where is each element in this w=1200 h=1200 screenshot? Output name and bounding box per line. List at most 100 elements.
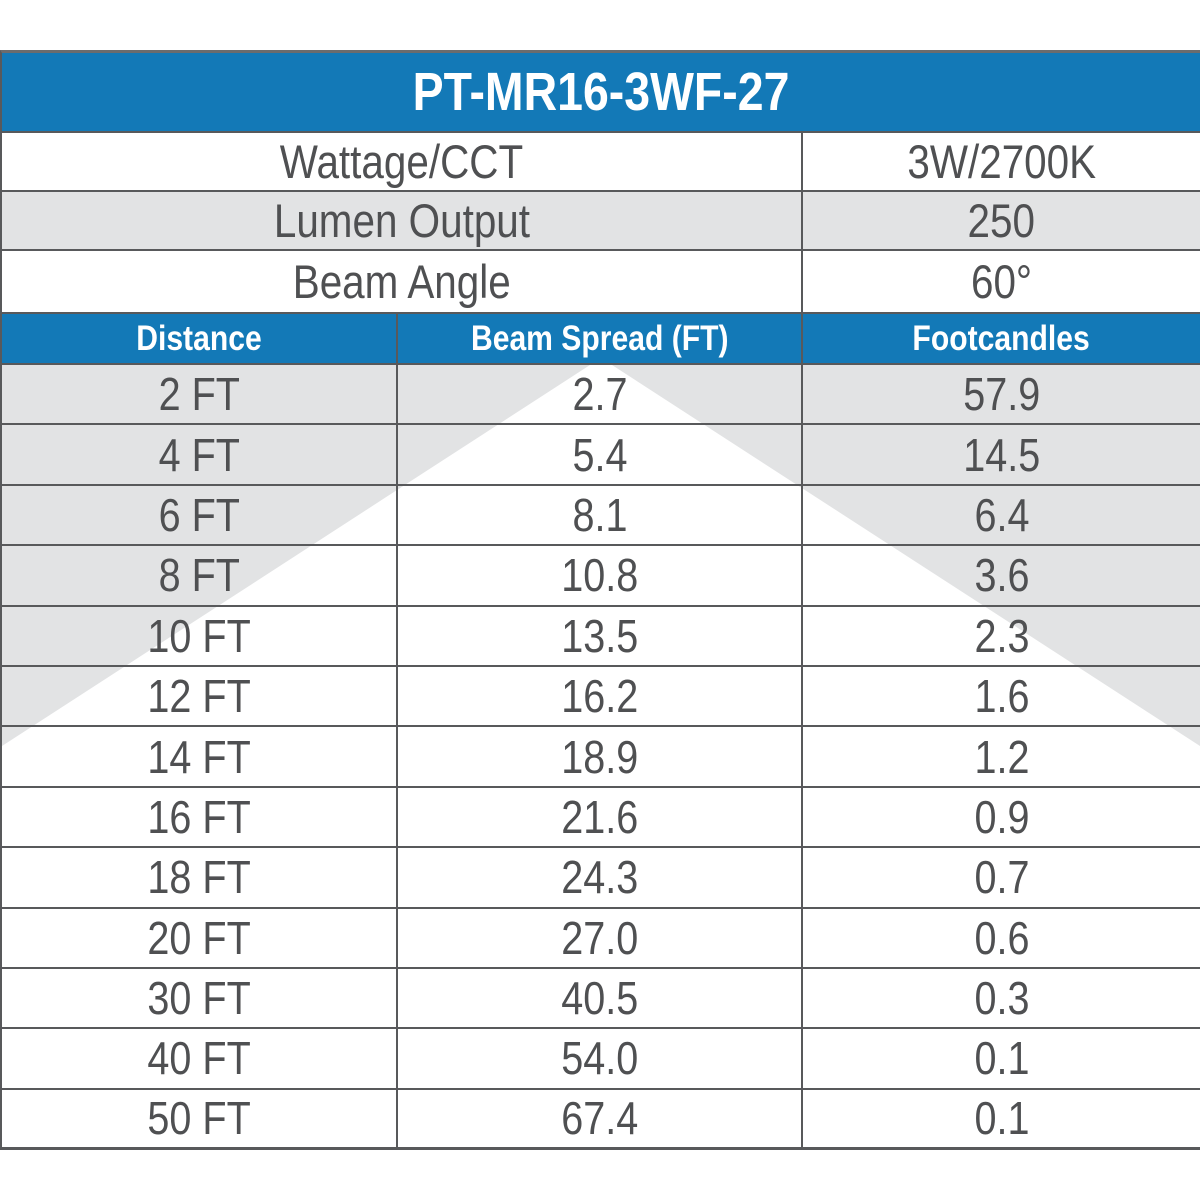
column-header-text: Footcandles — [912, 318, 1091, 358]
table-cell-text: 30 FT — [147, 972, 251, 1025]
spec-label-text: Wattage/CCT — [279, 135, 524, 188]
table-cell: 0.6 — [803, 909, 1200, 967]
table-row: 20 FT 27.0 0.6 — [2, 908, 1200, 969]
table-cell-text: 13.5 — [561, 609, 638, 662]
table-cell: 0.3 — [803, 969, 1200, 1027]
table-cell: 6.4 — [803, 486, 1200, 544]
spec-row-beam-angle: Beam Angle 60° — [2, 251, 1200, 314]
table-cell: 18 FT — [2, 848, 398, 907]
table-cell: 10 FT — [2, 606, 398, 665]
model-title-bar: PT-MR16-3WF-27 — [2, 53, 1200, 133]
table-cell-text: 6 FT — [158, 488, 240, 541]
table-cell: 13.5 — [398, 606, 803, 665]
table-row: 8 FT 10.8 3.6 — [2, 546, 1200, 607]
spec-value-text: 250 — [967, 194, 1036, 247]
table-cell-text: 50 FT — [147, 1092, 251, 1145]
table-row: 10 FT 13.5 2.3 — [2, 606, 1200, 667]
table-cell-text: 2.7 — [571, 368, 627, 421]
table-cell: 4 FT — [2, 425, 398, 484]
table-cell-text: 6.4 — [973, 488, 1029, 541]
table-cell-text: 57.9 — [963, 368, 1040, 421]
table-cell-text: 0.3 — [973, 972, 1029, 1025]
table-cell: 54.0 — [398, 1029, 803, 1088]
table-row: 4 FT 5.4 14.5 — [2, 425, 1200, 486]
table-cell: 21.6 — [398, 787, 803, 847]
table-cell: 2.3 — [803, 607, 1200, 665]
table-cell-text: 5.4 — [571, 428, 627, 481]
table-cell: 40.5 — [398, 968, 803, 1028]
table-cell: 50 FT — [2, 1089, 398, 1148]
table-cell: 0.1 — [803, 1090, 1200, 1147]
table-row: 14 FT 18.9 1.2 — [2, 727, 1200, 788]
table-row: 40 FT 54.0 0.1 — [2, 1029, 1200, 1090]
table-cell-text: 27.0 — [561, 911, 638, 964]
table-cell: 14 FT — [2, 727, 398, 786]
photometry-rows: 2 FT 2.7 57.9 4 FT 5.4 14.5 6 FT 8.1 6.4 8 FT 10.8… — [2, 365, 1200, 1151]
column-header-distance: Distance — [2, 314, 398, 363]
table-cell-text: 2 FT — [158, 368, 240, 421]
spec-label: Wattage/CCT — [2, 133, 803, 190]
table-cell-text: 1.2 — [973, 730, 1029, 783]
table-cell-text: 10.8 — [561, 549, 638, 602]
table-cell-text: 24.3 — [561, 851, 638, 904]
spec-row-wattage: Wattage/CCT 3W/2700K — [2, 133, 1200, 192]
table-cell-text: 0.7 — [973, 851, 1029, 904]
table-cell: 6 FT — [2, 485, 398, 545]
table-cell-text: 16 FT — [147, 790, 251, 843]
table-cell-text: 1.6 — [973, 670, 1029, 723]
table-cell: 10.8 — [398, 546, 803, 605]
table-cell-text: 0.1 — [973, 1092, 1029, 1145]
table-cell-text: 0.1 — [973, 1032, 1029, 1085]
table-row: 16 FT 21.6 0.9 — [2, 787, 1200, 849]
table-cell-text: 14 FT — [147, 730, 251, 783]
table-cell-text: 3.6 — [973, 549, 1029, 602]
spec-value: 250 — [803, 192, 1200, 249]
table-cell: 57.9 — [803, 365, 1200, 423]
table-cell: 27.0 — [398, 908, 803, 967]
table-cell-text: 8.1 — [571, 488, 627, 541]
table-cell: 8 FT — [2, 546, 398, 605]
table-row: 50 FT 67.4 0.1 — [2, 1089, 1200, 1151]
table-cell-text: 16.2 — [561, 670, 638, 723]
column-header-footcandles: Footcandles — [803, 314, 1200, 363]
table-cell-text: 4 FT — [158, 428, 240, 481]
spec-label: Lumen Output — [2, 192, 803, 249]
table-cell: 20 FT — [2, 908, 398, 967]
table-cell-text: 67.4 — [561, 1092, 638, 1145]
table-cell: 8.1 — [398, 485, 803, 545]
spec-value-text: 3W/2700K — [907, 135, 1096, 188]
table-row: 6 FT 8.1 6.4 — [2, 485, 1200, 547]
column-header-text: Distance — [136, 318, 262, 358]
table-cell: 0.7 — [803, 848, 1200, 906]
column-header-text: Beam Spread (FT) — [470, 318, 729, 358]
table-cell: 18.9 — [398, 727, 803, 786]
spec-label-text: Lumen Output — [273, 194, 530, 247]
table-cell: 24.3 — [398, 848, 803, 907]
table-cell: 1.2 — [803, 727, 1200, 785]
table-cell-text: 18 FT — [147, 851, 251, 904]
table-cell: 14.5 — [803, 425, 1200, 483]
spec-label-text: Beam Angle — [292, 255, 511, 308]
spec-label: Beam Angle — [2, 251, 803, 312]
table-cell: 1.6 — [803, 667, 1200, 725]
table-cell: 0.9 — [803, 788, 1200, 846]
table-cell-text: 20 FT — [147, 911, 251, 964]
table-cell-text: 0.9 — [973, 790, 1029, 843]
column-header-beam-spread: Beam Spread (FT) — [398, 314, 803, 363]
table-cell: 5.4 — [398, 425, 803, 484]
spec-value-text: 60° — [970, 255, 1033, 308]
table-cell-text: 2.3 — [973, 609, 1029, 662]
table-row: 2 FT 2.7 57.9 — [2, 365, 1200, 426]
spec-row-lumen: Lumen Output 250 — [2, 192, 1200, 251]
table-cell: 30 FT — [2, 968, 398, 1028]
table-cell: 0.1 — [803, 1029, 1200, 1087]
table-cell-text: 8 FT — [158, 549, 240, 602]
table-cell: 2 FT — [2, 365, 398, 424]
table-cell-text: 12 FT — [147, 670, 251, 723]
table-cell-text: 18.9 — [561, 730, 638, 783]
table-cell-text: 40.5 — [561, 972, 638, 1025]
table-cell-text: 14.5 — [963, 428, 1040, 481]
model-number: PT-MR16-3WF-27 — [412, 62, 790, 122]
table-cell: 40 FT — [2, 1029, 398, 1088]
